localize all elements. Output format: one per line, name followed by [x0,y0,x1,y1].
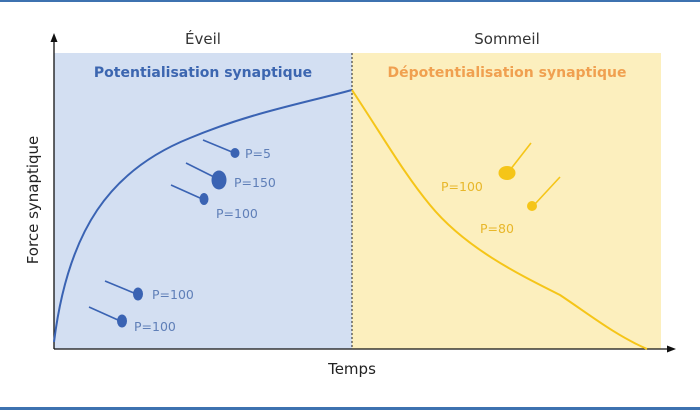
sleep-depotentiation-curve [351,89,648,350]
synapse-wake-2: P=150 [185,162,276,190]
synapse-label: P=80 [480,221,514,236]
y-axis-label: Force synaptique [24,136,42,265]
synapse-label: P=150 [234,175,276,190]
synapse-label: P=100 [152,287,194,302]
wake-region-title: Potentialisation synaptique [94,65,312,81]
synapse-sleep-1: P=100 [441,142,532,194]
synapse-label: P=5 [245,146,271,161]
x-axis-arrow [667,345,676,353]
x-axis-label: Temps [327,360,376,378]
sleep-region-title: Dépotentialisation synaptique [387,65,626,81]
wake-potentiation-curve [53,89,353,343]
synapse-label: P=100 [441,179,483,194]
synapse-wake-3: P=100 [170,184,258,221]
y-axis-arrow [50,33,58,42]
synapse-wake-4: P=100 [104,280,194,302]
phase-label-sleep: Sommeil [474,30,540,48]
synapse-sleep-2: P=80 [480,176,561,236]
synapse-label: P=100 [216,206,258,221]
synapse-wake-5: P=100 [88,306,176,334]
synapse-label: P=100 [134,319,176,334]
sleep-region [352,53,661,349]
synapse-wake-1: P=5 [202,139,271,161]
phase-label-wake: Éveil [185,29,221,48]
